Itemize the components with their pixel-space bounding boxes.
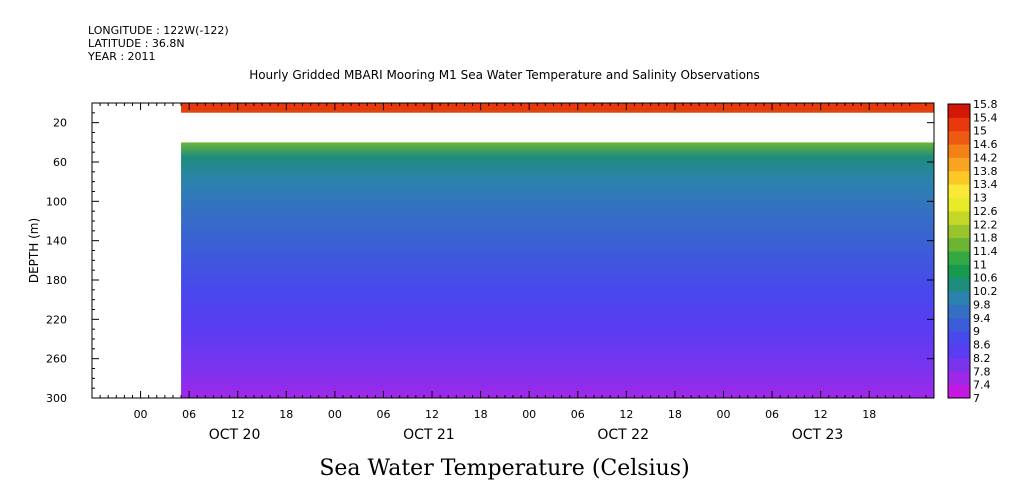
colorbar-label: 10.2 — [973, 285, 998, 298]
x-tick-label: 00 — [134, 408, 148, 421]
x-tick-label: 06 — [571, 408, 585, 421]
colorbar-swatch — [948, 304, 970, 319]
colorbar-swatch — [948, 104, 970, 118]
colorbar-swatch — [948, 331, 970, 346]
colorbar-label: 14.2 — [973, 151, 998, 164]
colorbar-label: 10.6 — [973, 272, 998, 285]
colorbar-label: 13.8 — [973, 165, 998, 178]
colorbar-label: 8.2 — [973, 352, 991, 365]
colorbar-swatch — [948, 344, 970, 359]
y-tick-label: 60 — [53, 156, 67, 169]
colorbar-swatch — [948, 251, 970, 265]
x-tick-label: 00 — [717, 408, 731, 421]
colorbar-label: 7.4 — [973, 379, 991, 392]
colorbar-swatch — [948, 237, 970, 252]
colorbar-swatch — [948, 144, 970, 158]
x-tick-label: 00 — [522, 408, 536, 421]
x-tick-label: 18 — [279, 408, 293, 421]
x-tick-label: 06 — [182, 408, 196, 421]
y-tick-label: 260 — [46, 353, 67, 366]
colorbar-label: 13.4 — [973, 178, 998, 191]
y-tick-label: 180 — [46, 274, 67, 287]
temperature-field-deep — [181, 142, 935, 398]
y-tick-label: 140 — [46, 235, 67, 248]
colorbar-swatch — [948, 130, 970, 145]
colorbar-swatch — [948, 197, 970, 212]
y-tick-label: 300 — [46, 392, 67, 405]
colorbar-swatch — [948, 170, 970, 185]
x-day-label: OCT 23 — [792, 427, 844, 443]
latitude-label: LATITUDE : 36.8N — [88, 37, 185, 50]
year-label: YEAR : 2011 — [88, 50, 156, 63]
x-tick-label: 12 — [231, 408, 245, 421]
colorbar-swatch — [948, 117, 970, 132]
x-tick-label: 18 — [474, 408, 488, 421]
colorbar-label: 11.8 — [973, 232, 998, 245]
colorbar-label: 7 — [973, 392, 980, 405]
colorbar-label: 15 — [973, 125, 987, 138]
metadata-block: LONGITUDE : 122W(-122) LATITUDE : 36.8N … — [88, 24, 229, 63]
x-day-label: OCT 20 — [209, 427, 261, 443]
colorbar-label: 9 — [973, 325, 980, 338]
x-day-label: OCT 21 — [403, 427, 455, 443]
x-tick-label: 06 — [376, 408, 390, 421]
colorbar-label: 11.4 — [973, 245, 998, 258]
data-gap — [181, 112, 935, 143]
x-tick-label: 12 — [425, 408, 439, 421]
y-tick-label: 220 — [46, 313, 67, 326]
colorbar-label: 9.4 — [973, 312, 991, 325]
y-tick-label: 100 — [46, 195, 67, 208]
colorbar-label: 11 — [973, 258, 987, 271]
colorbar-frame — [947, 103, 971, 399]
x-tick-label: 00 — [328, 408, 342, 421]
x-tick-label: 18 — [862, 408, 876, 421]
x-tick-label: 12 — [619, 408, 633, 421]
colorbar-label: 9.8 — [973, 298, 991, 311]
temperature-field-surface — [181, 103, 935, 113]
colorbar-label: 12.6 — [973, 205, 998, 218]
y-tick-label: 20 — [53, 117, 67, 130]
y-axis-label: DEPTH (m) — [27, 218, 41, 283]
colorbar-label: 14.6 — [973, 138, 998, 151]
chart-title: Hourly Gridded MBARI Mooring M1 Sea Wate… — [249, 68, 760, 82]
colorbar-swatch — [948, 277, 970, 292]
colorbar-swatch — [948, 157, 970, 172]
colorbar-label: 12.2 — [973, 218, 998, 231]
colorbar-label: 15.4 — [973, 111, 998, 124]
colorbar-label: 8.6 — [973, 339, 991, 352]
colorbar-swatch — [948, 210, 970, 225]
x-tick-label: 18 — [668, 408, 682, 421]
longitude-label: LONGITUDE : 122W(-122) — [88, 24, 229, 37]
colorbar-label: 13 — [973, 192, 987, 205]
x-tick-label: 12 — [814, 408, 828, 421]
x-day-label: OCT 22 — [597, 427, 649, 443]
colorbar-swatch — [948, 384, 970, 399]
colorbar-label: 7.8 — [973, 365, 991, 378]
colorbar-swatch — [948, 184, 970, 199]
colorbar-swatch — [948, 317, 970, 332]
x-tick-label: 06 — [765, 408, 779, 421]
colorbar-caption: Sea Water Temperature (Celsius) — [319, 456, 690, 481]
colorbar-swatch — [948, 291, 970, 305]
colorbar-swatch — [948, 357, 970, 372]
colorbar-label: 15.8 — [973, 98, 998, 111]
colorbar-swatch — [948, 224, 970, 239]
colorbar-swatch — [948, 264, 970, 279]
colorbar-swatch — [948, 371, 970, 386]
